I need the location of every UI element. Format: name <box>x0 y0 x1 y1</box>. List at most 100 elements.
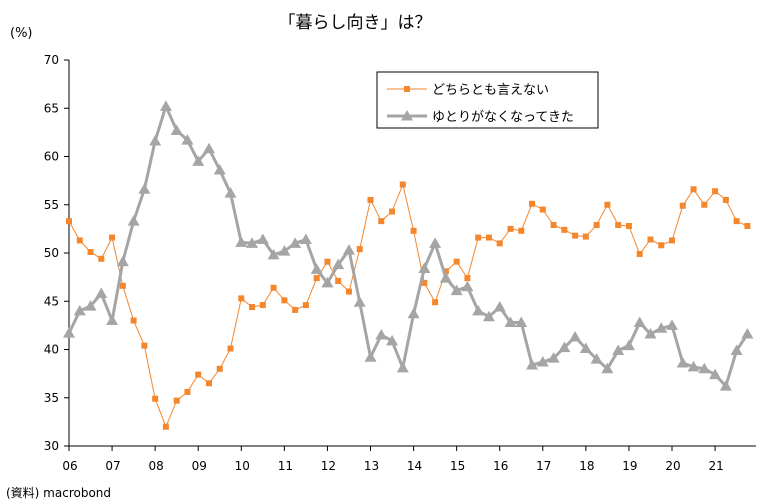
data-point <box>590 353 603 364</box>
data-point <box>335 277 342 284</box>
data-point <box>235 236 248 247</box>
data-point <box>73 304 86 316</box>
data-point <box>744 222 751 229</box>
legend-label: ゆとりがなくなってきた <box>432 110 574 125</box>
data-point <box>364 351 377 362</box>
data-point <box>66 218 72 225</box>
data-point <box>529 200 536 207</box>
data-point <box>687 360 700 372</box>
data-point <box>666 319 679 330</box>
data-point <box>622 339 635 351</box>
data-point <box>345 288 352 295</box>
data-point <box>418 262 431 273</box>
x-tick-label: 12 <box>321 459 336 473</box>
data-point <box>461 280 474 292</box>
x-tick-label: 06 <box>62 459 77 473</box>
data-point <box>679 202 686 209</box>
data-point <box>399 181 406 188</box>
data-point <box>281 297 288 304</box>
data-point <box>644 328 657 339</box>
data-point <box>127 215 140 226</box>
y-tick-label: 40 <box>44 343 59 357</box>
data-point <box>246 237 259 248</box>
data-point <box>518 227 525 234</box>
data-point <box>722 196 729 203</box>
data-point <box>579 342 592 354</box>
data-point <box>216 365 223 372</box>
data-point <box>625 222 632 229</box>
data-point <box>192 155 205 166</box>
axes <box>64 59 756 451</box>
data-point <box>130 317 137 324</box>
data-point <box>515 316 528 327</box>
series-2 <box>63 100 754 391</box>
data-point <box>184 388 191 395</box>
data-point <box>332 258 345 270</box>
data-point <box>464 275 471 282</box>
data-point <box>249 304 256 311</box>
data-point <box>299 233 312 244</box>
data-point <box>453 258 460 265</box>
data-point <box>676 357 689 368</box>
data-point <box>367 196 374 203</box>
data-point <box>310 263 323 274</box>
data-point <box>289 237 302 248</box>
data-point <box>313 275 320 282</box>
data-point <box>698 362 711 374</box>
data-point <box>633 316 646 327</box>
data-point <box>493 301 506 312</box>
data-point <box>227 345 234 352</box>
data-point <box>550 222 557 229</box>
data-point <box>485 234 492 241</box>
data-point <box>647 236 654 243</box>
data-point <box>195 371 202 378</box>
x-tick-label: 11 <box>278 459 293 473</box>
data-point <box>733 218 740 225</box>
x-tick-label: 10 <box>235 459 250 473</box>
y-tick-label: 55 <box>44 198 59 212</box>
series-line <box>67 104 749 388</box>
y-tick-label: 60 <box>44 150 59 164</box>
data-point <box>342 244 355 255</box>
series-1 <box>66 181 751 430</box>
series-line <box>68 184 748 428</box>
data-point <box>612 344 625 355</box>
data-point <box>690 186 697 193</box>
data-point <box>569 330 582 342</box>
data-point <box>429 237 442 248</box>
data-point <box>386 334 399 346</box>
data-point <box>149 135 162 146</box>
x-tick-label: 09 <box>192 459 207 473</box>
data-point <box>582 233 589 240</box>
y-tick-label: 65 <box>44 101 59 115</box>
data-point <box>472 304 485 316</box>
data-point <box>159 100 172 111</box>
y-tick-label: 50 <box>44 246 59 260</box>
data-point <box>442 268 449 275</box>
y-tick-label: 30 <box>44 439 59 453</box>
data-point <box>719 380 732 391</box>
data-point <box>267 248 280 260</box>
data-point <box>709 368 722 380</box>
legend-label: どちらとも言えない <box>432 83 549 98</box>
chart-title: 「暮らし向き」は？ <box>279 13 432 33</box>
data-point <box>636 250 643 257</box>
data-point <box>259 302 266 309</box>
data-point <box>278 245 291 256</box>
data-point <box>98 255 105 262</box>
series-layer <box>63 100 754 430</box>
x-tick-label: 19 <box>622 459 637 473</box>
data-point <box>138 183 151 194</box>
data-point <box>496 240 503 247</box>
data-point <box>421 279 428 286</box>
data-point <box>475 234 482 241</box>
data-point <box>119 282 126 289</box>
data-point <box>213 164 226 175</box>
data-point <box>482 310 495 322</box>
x-tick-label: 17 <box>536 459 551 473</box>
x-tick-label: 21 <box>708 459 723 473</box>
data-point <box>615 222 622 229</box>
data-point <box>302 302 309 309</box>
